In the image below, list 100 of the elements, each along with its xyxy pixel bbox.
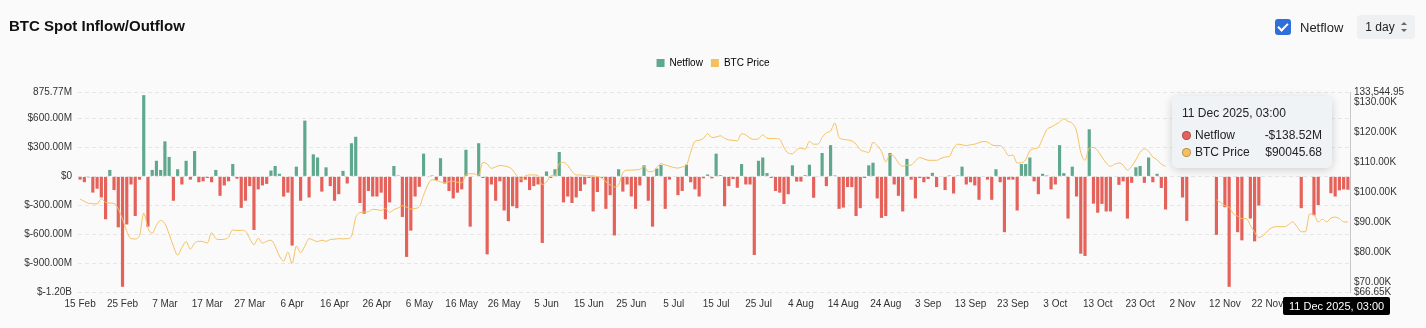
bar [324,167,328,176]
x-tick-label: 13 Oct [1082,297,1113,309]
y2-tick-label: $70.00K [1354,275,1392,287]
bar [837,176,841,209]
bar [544,171,549,176]
bar [315,157,320,176]
bar [773,176,778,192]
bar [231,164,235,176]
x-tick-label: 14 Aug [827,297,859,309]
y2-tick-label: $100.00K [1354,186,1398,198]
bar [1134,167,1138,176]
x-tick-label: 4 Aug [788,297,814,309]
y2-tick-label: $130.00K [1354,96,1398,108]
bar [790,165,795,176]
bar [1227,176,1231,287]
bar [824,176,828,187]
x-tick-label: 16 May [445,297,479,309]
bar [943,176,947,191]
bar [91,176,95,193]
y-tick-label: $-600.00M [24,227,72,239]
bar [282,176,286,197]
bar [1002,176,1007,233]
y-tick-label: $600.00M [27,112,72,124]
bar [1299,176,1303,209]
bar [739,164,744,176]
bar [930,172,934,176]
bar [782,176,786,204]
bar [650,176,655,227]
annotation: -$138.52M [1264,128,1322,142]
bar [341,170,345,176]
bar [1096,176,1100,213]
bar [913,176,917,199]
bar [1015,176,1019,211]
bar [193,151,197,176]
bar [311,154,315,176]
bar [799,176,803,182]
bar [1083,176,1087,256]
bar [1253,176,1257,242]
x-tick-label: 16 Apr [320,297,350,309]
bar [1312,176,1316,216]
bar [1147,157,1151,176]
bar [854,176,858,216]
x-tick-label: 15 Jun [573,297,604,309]
bar [1070,166,1074,176]
bar [1036,176,1040,195]
bar [184,160,188,176]
bar [1087,129,1091,176]
bar [108,169,112,176]
bar [269,170,273,176]
bar [697,176,701,197]
bar [1104,176,1108,212]
x-tick-label: 5 Jul [663,297,685,309]
y-tick-label: $300.00M [27,141,72,153]
bar [78,176,82,180]
annotation: 11 Dec 2025, 03:00 [1182,106,1287,120]
bar [888,152,892,176]
x-tick-label: 22 Nov [1251,297,1284,309]
x-tick-label: 15 Jul [702,297,730,309]
x-tick-label: 25 Jul [745,297,772,309]
bar [375,176,379,197]
bar [1333,176,1337,197]
bar [1138,165,1142,176]
bar [464,149,468,176]
bar [1125,176,1129,219]
text: Netflow [1195,128,1236,142]
bar [812,176,816,198]
bar [286,176,290,193]
chart-title: BTC Spot Inflow/Outflow [9,17,185,34]
bar [820,152,824,176]
x-tick-label: 25 Feb [106,297,139,309]
bar [1079,176,1083,254]
bar [540,176,544,243]
x-tick-label: 23 Oct [1125,297,1156,309]
bar [570,176,574,203]
bar [218,176,222,196]
bar [265,176,269,184]
bar [201,176,205,182]
y2-tick-label: $80.00K [1354,245,1392,257]
y2-tick-label: $66.65K [1354,285,1392,297]
bar [120,176,125,287]
bar [994,169,998,176]
bar [290,176,294,246]
x-tick-label: 6 Apr [280,297,305,309]
bar [1163,176,1168,210]
bar [154,160,159,176]
bar [1028,157,1032,176]
legend-label: Netflow [669,56,704,68]
bar [1214,176,1219,235]
text: BTC Price [723,56,770,68]
bar [633,176,638,209]
bar [103,176,108,220]
bar [1108,176,1113,212]
bar [621,176,625,192]
bar [421,153,426,176]
bar [506,176,510,222]
bar [604,176,608,209]
bar [1057,145,1062,176]
bar [371,176,375,197]
bar [354,136,358,176]
x-tick-label: 3 Sep [915,297,942,309]
